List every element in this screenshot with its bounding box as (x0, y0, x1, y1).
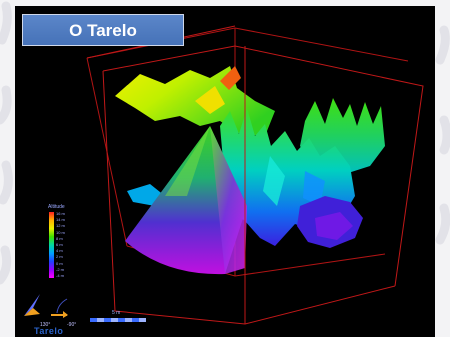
legend-label: -4 m (56, 272, 64, 278)
legend-label: 2 m (56, 254, 63, 260)
tilt-value: -90° (67, 322, 77, 328)
compass-value: 130° (40, 322, 51, 328)
legend-labels: 16 m 14 m 12 m 10 m 8 m 6 m 4 m 2 m 0 m … (56, 212, 76, 278)
legend-label: 10 m (56, 229, 65, 235)
legend-label: 4 m (56, 248, 63, 254)
legend-label: 6 m (56, 241, 63, 247)
3d-viewport[interactable]: Altitude 16 m 14 m 12 m 10 m 8 m 6 m 4 m… (15, 6, 435, 337)
legend-label: 0 m (56, 260, 63, 266)
legend-label: 8 m (56, 235, 63, 241)
scale-bar-label: 5 m (112, 310, 121, 316)
altitude-legend: Altitude 16 m 14 m 12 m 10 m 8 m 6 m 4 m… (33, 204, 73, 286)
legend-label: 16 m (56, 211, 65, 216)
legend-label: 14 m (56, 217, 65, 223)
scale-bar (90, 318, 146, 322)
legend-label: 12 m (56, 223, 65, 229)
legend-color-bar (49, 212, 54, 278)
tilt-indicator-icon[interactable] (49, 296, 71, 318)
legend-label: -2 m (56, 266, 64, 272)
watermark: Tarelo (34, 326, 64, 336)
compass-arrow-icon[interactable] (20, 292, 44, 318)
page-title: O Tarelo (22, 14, 184, 46)
legend-title: Altitude (48, 204, 65, 210)
terrain-scene (86, 25, 424, 325)
